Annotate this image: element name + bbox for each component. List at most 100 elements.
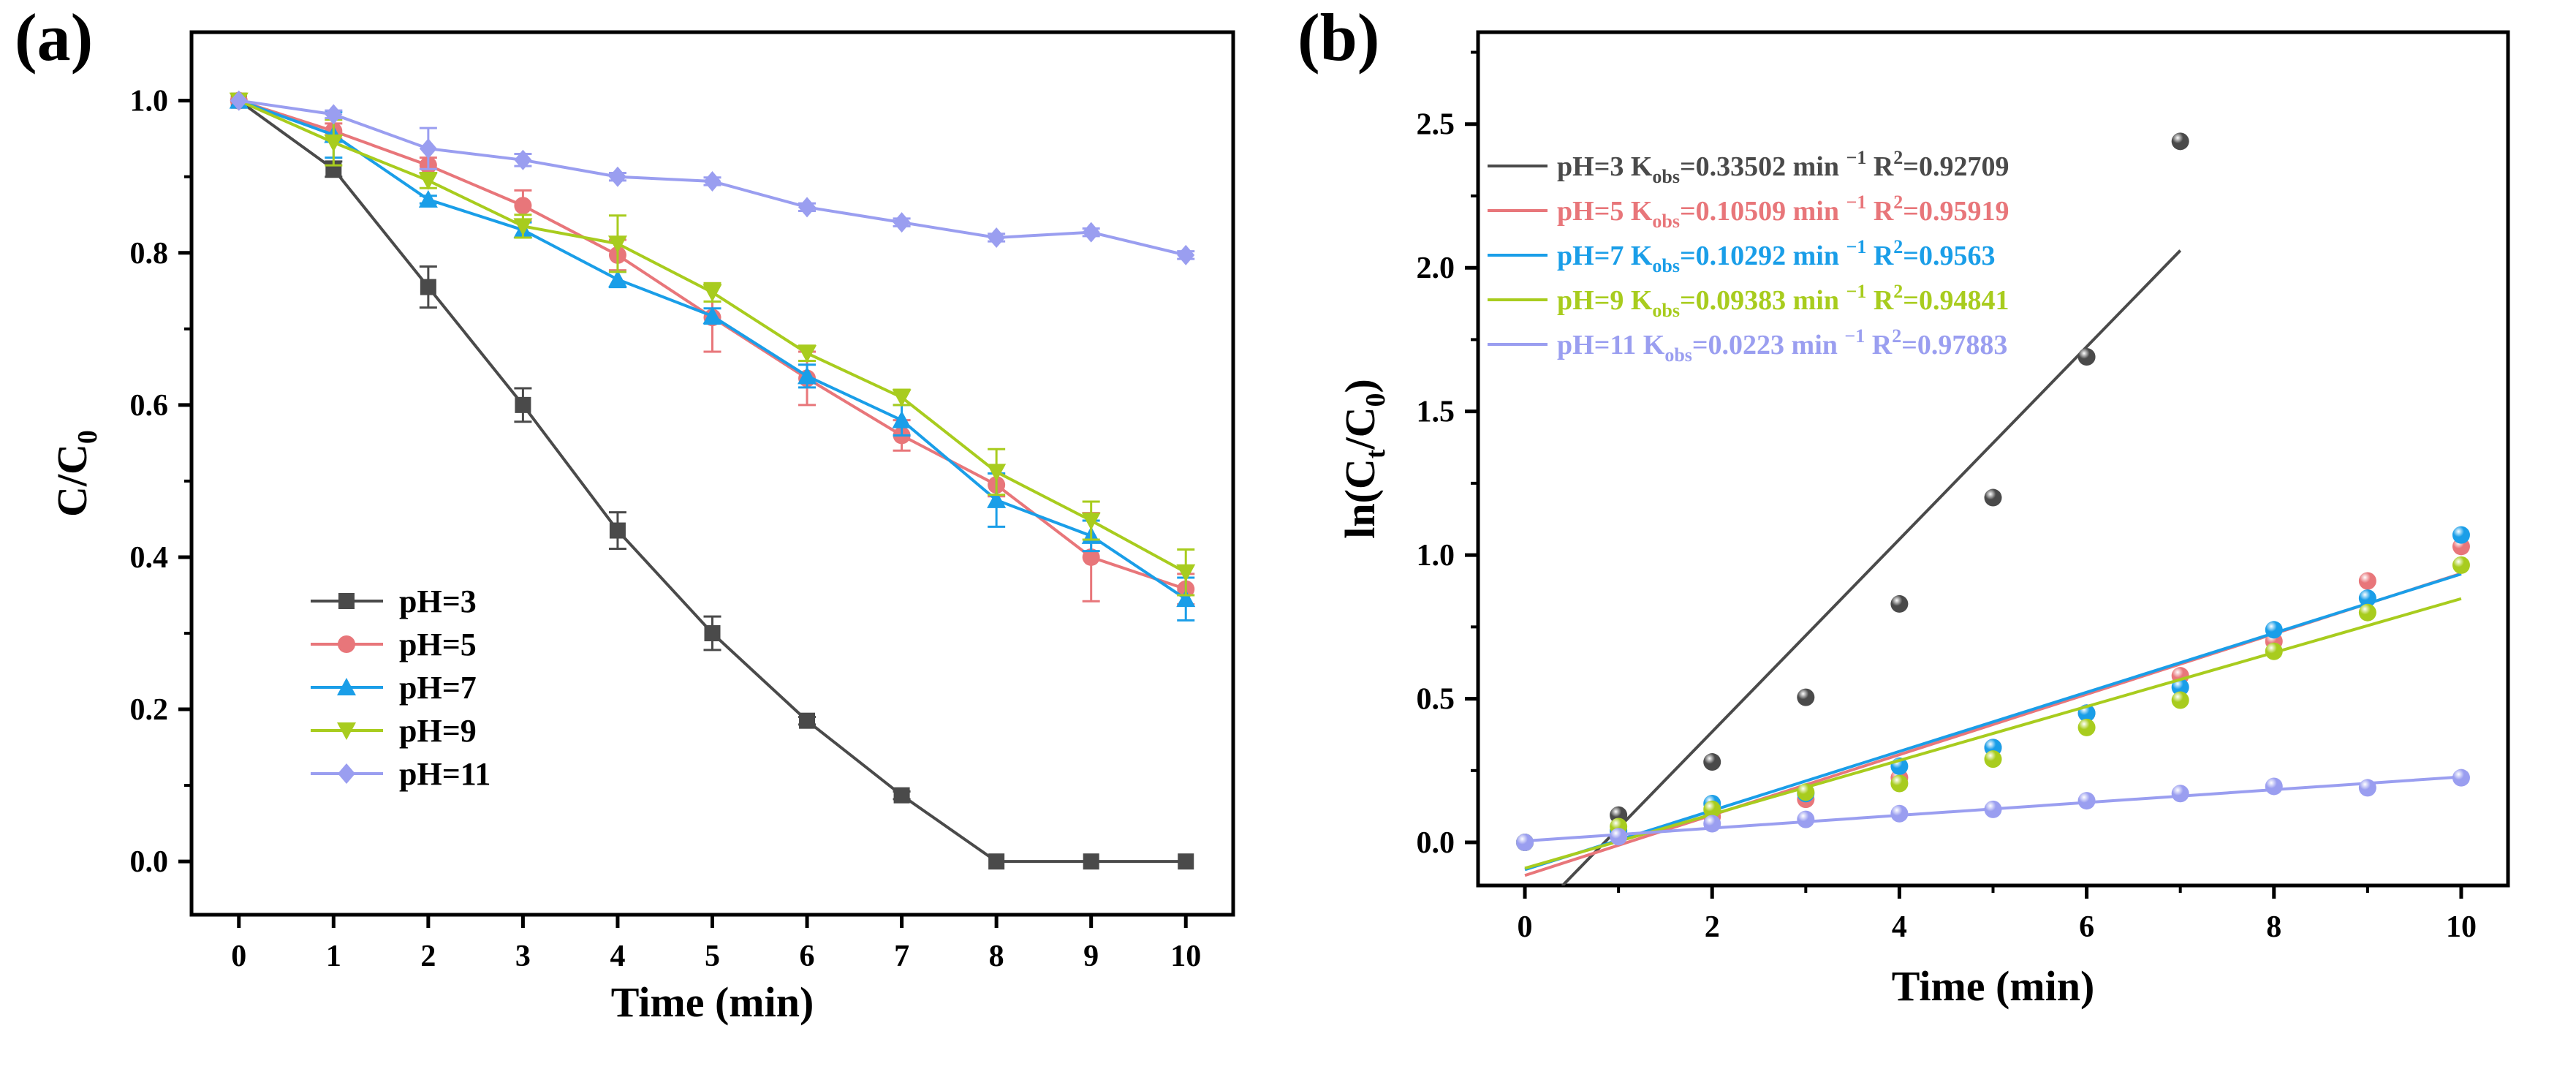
y-tick-label: 0.5	[1417, 683, 1455, 717]
legend-k-value: 0.0223	[1708, 330, 1785, 360]
legend-k: K	[1624, 151, 1653, 182]
y-axis-title-part: )	[1336, 379, 1384, 393]
data-point	[2171, 678, 2189, 696]
data-point-triangle-down	[607, 235, 627, 254]
legend-k-value: 0.10292	[1696, 241, 1787, 271]
data-point-square	[1083, 853, 1099, 870]
data-point-triangle	[987, 490, 1007, 508]
data-point-triangle-down	[1176, 564, 1196, 582]
panel-label: (a)	[15, 0, 93, 75]
data-point-triangle-down	[987, 464, 1007, 482]
x-tick-label: 5	[705, 940, 720, 973]
legend-r2-value: 0.92709	[1919, 151, 2009, 182]
y-tick-label: 0.6	[130, 389, 169, 423]
x-tick-label: 4	[610, 940, 625, 973]
data-point	[1984, 800, 2002, 818]
legend-item: pH=7 Kobs=0.10292 min −1 R2=0.9563	[1488, 236, 1995, 276]
data-point-circle	[338, 635, 355, 653]
legend-unit: min	[1784, 330, 1844, 360]
data-point-triangle	[418, 189, 438, 208]
legend-r-sup: 2	[1893, 236, 1903, 257]
legend-label: pH=7	[399, 670, 477, 706]
y-tick-label: 2.5	[1417, 108, 1455, 142]
x-tick-label: 7	[894, 940, 909, 973]
legend-r-sup: 2	[1893, 281, 1903, 302]
y-tick-label: 0.0	[1417, 826, 1455, 860]
data-point-diamond	[338, 763, 355, 784]
data-point-square	[988, 853, 1005, 870]
data-point	[2077, 718, 2096, 736]
legend-k-sub: obs	[1652, 211, 1680, 232]
y-tick-label: 0.0	[130, 845, 169, 879]
data-point	[2077, 792, 2096, 810]
legend-r2-value: 0.94841	[1919, 285, 2009, 316]
series-pH=5	[230, 91, 1195, 605]
data-point	[1797, 688, 1815, 706]
y-tick-label: 0.4	[130, 541, 169, 575]
y-tick-label: 0.2	[130, 693, 169, 727]
data-point-diamond	[703, 170, 721, 192]
y-tick-label: 0.8	[130, 237, 169, 271]
x-tick-label: 1	[326, 940, 341, 973]
data-point-circle	[514, 197, 532, 215]
data-point-triangle-down	[1081, 513, 1101, 531]
legend-r-sup: 2	[1893, 147, 1903, 168]
legend-eq: =	[1680, 241, 1696, 271]
series-pH=9	[1516, 556, 2470, 870]
legend-unit: min	[1786, 285, 1846, 316]
data-point-triangle	[702, 306, 722, 325]
legend-r: R	[1866, 196, 1894, 227]
data-point	[2265, 777, 2283, 796]
y-axis-title-part: /C	[1336, 407, 1384, 450]
x-axis-title: Time (min)	[1892, 962, 2095, 1010]
data-point-square	[338, 593, 355, 609]
data-point	[2077, 348, 2096, 366]
data-point-diamond	[325, 104, 343, 125]
data-point	[1610, 828, 1628, 846]
data-point	[2452, 556, 2470, 574]
legend-item: pH=3 Kobs=0.33502 min −1 R2=0.92709	[1488, 147, 2009, 187]
legend-k: K	[1636, 330, 1665, 360]
y-axis-title: C/C0	[48, 430, 103, 517]
legend-r: R	[1866, 285, 1894, 316]
legend-r: R	[1866, 151, 1894, 182]
y-tick-label: 1.5	[1417, 396, 1455, 429]
legend-k-value: 0.33502	[1696, 151, 1787, 182]
x-tick-label: 2	[420, 940, 436, 973]
data-point-square	[609, 522, 626, 539]
legend-label: pH=5 Kobs=0.10509 min −1 R2=0.95919	[1557, 192, 2009, 232]
fit-line	[1561, 249, 2182, 885]
fit-line	[1524, 573, 2462, 872]
data-point-triangle	[607, 270, 627, 288]
data-point-triangle-down	[337, 722, 356, 740]
legend-eq: =	[1903, 151, 1919, 182]
legend-unit: min	[1786, 151, 1846, 182]
data-point	[1890, 774, 1909, 793]
legend-unit-sup: −1	[1846, 236, 1867, 257]
legend-eq: =	[1903, 285, 1919, 316]
legend-unit-sup: −1	[1846, 281, 1867, 302]
data-point-triangle-down	[702, 284, 722, 302]
legend-k-value: 0.10509	[1696, 196, 1787, 227]
series-pH=11	[1516, 769, 2470, 852]
legend-unit: min	[1786, 196, 1846, 227]
legend-item: pH=9 Kobs=0.09383 min −1 R2=0.94841	[1488, 281, 2009, 321]
data-point-diamond	[419, 138, 437, 159]
x-tick-label: 6	[800, 940, 815, 973]
x-tick-label: 8	[2266, 910, 2281, 944]
data-point	[1516, 834, 1534, 852]
data-point-triangle-down	[324, 134, 344, 152]
x-tick-label: 3	[515, 940, 531, 973]
x-tick-label: 4	[1892, 910, 1907, 944]
fit-line	[1524, 597, 2462, 870]
data-point	[2265, 621, 2283, 639]
legend-label: pH=9	[399, 713, 477, 749]
legend-r2-value: 0.97883	[1917, 330, 2008, 360]
legend-r2-value: 0.9563	[1919, 241, 1996, 271]
data-point-diamond	[798, 197, 817, 218]
y-tick-label: 1.0	[1417, 539, 1455, 573]
data-point	[2358, 572, 2376, 590]
data-point-triangle-down	[418, 172, 438, 190]
legend-ph: pH=5	[1557, 196, 1624, 227]
y-axis-title: ln(Ct/C0)	[1336, 379, 1391, 539]
